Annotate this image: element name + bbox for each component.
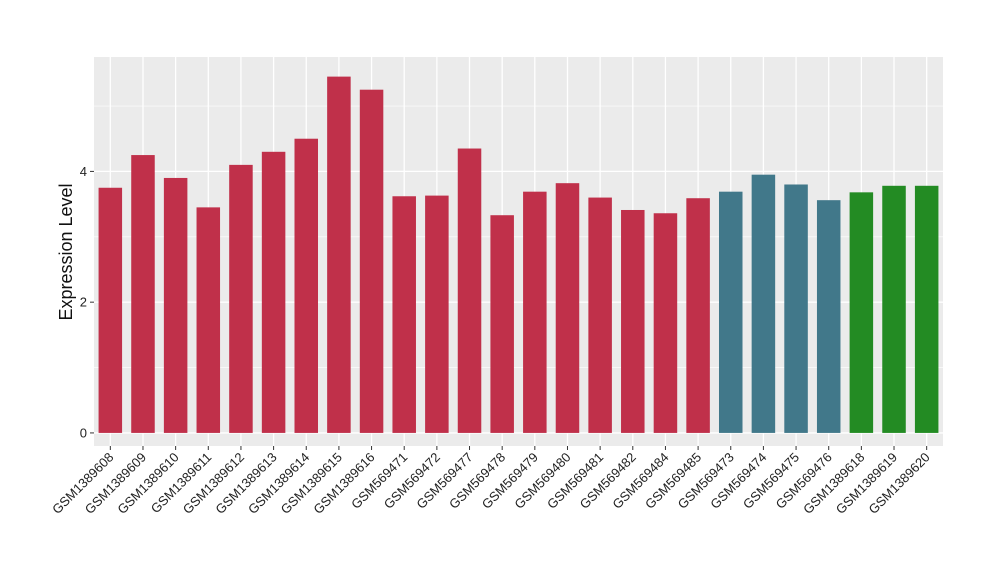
bar-GSM569473 (718, 191, 743, 433)
y-tick-label: 2 (80, 295, 87, 310)
bars (98, 76, 939, 433)
bar-GSM569472 (425, 195, 449, 433)
bar-GSM569479 (523, 191, 547, 433)
bar-GSM1389620 (914, 185, 939, 433)
y-tick-label: 4 (80, 164, 87, 179)
bar-GSM1389611 (196, 207, 221, 433)
bar-GSM569476 (816, 200, 841, 433)
bar-GSM1389613 (261, 151, 286, 433)
y-axis-title: Expression Level (56, 183, 76, 320)
bar-GSM1389615 (327, 76, 351, 433)
bar-GSM569475 (784, 184, 808, 433)
bar-GSM569482 (621, 209, 645, 433)
bar-GSM1389614 (294, 138, 319, 433)
bar-GSM1389616 (359, 89, 384, 433)
bar-GSM1389618 (849, 192, 874, 433)
bar-GSM569471 (392, 196, 416, 433)
bar-GSM569480 (555, 183, 580, 433)
bar-GSM1389619 (882, 185, 906, 433)
bar-GSM1389612 (229, 164, 253, 433)
bar-GSM569485 (686, 198, 710, 433)
plot-panel (94, 57, 943, 446)
bar-GSM1389609 (131, 155, 155, 433)
y-tick-label: 0 (80, 425, 87, 440)
y-axis: 0 2 4 (80, 164, 94, 440)
bar-GSM1389608 (98, 187, 123, 433)
bar-GSM569477 (457, 148, 482, 433)
bar-GSM569474 (751, 174, 776, 433)
x-axis: GSM1389608GSM1389609GSM1389610GSM1389611… (49, 446, 933, 517)
bar-GSM1389610 (163, 177, 188, 433)
bar-GSM569478 (490, 215, 514, 433)
bar-GSM569484 (653, 213, 678, 433)
bar-GSM569481 (588, 197, 612, 433)
